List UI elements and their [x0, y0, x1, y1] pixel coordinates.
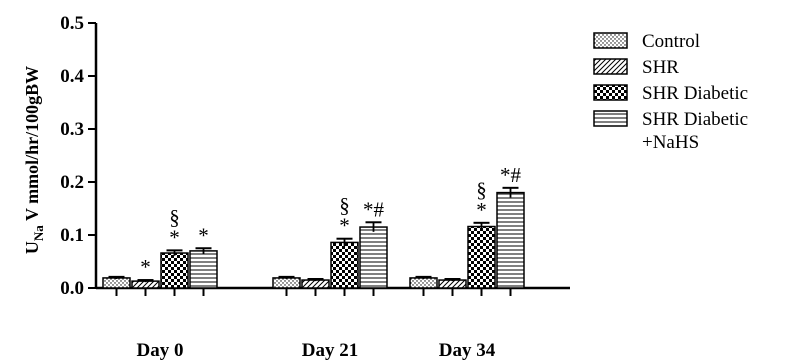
significance-marker: *# [363, 197, 385, 221]
ylabel-sub: Na [31, 225, 46, 241]
x-category-label: Day 21 [302, 340, 358, 361]
y-tick-label: 0.4 [60, 66, 84, 87]
legend-label: Control [642, 31, 700, 52]
ylabel-main: U [22, 241, 42, 254]
legend-label: SHR Diabetic [642, 83, 748, 104]
significance-marker: § [339, 194, 350, 218]
bar [330, 241, 359, 289]
x-category-label: Day 34 [439, 340, 496, 361]
significance-marker: * [339, 214, 350, 238]
significance-marker: * [198, 223, 209, 247]
bar [160, 252, 189, 289]
y-tick-label: 0.5 [60, 13, 84, 34]
svg-text:UNa V mmol/hr/100gBW: UNa V mmol/hr/100gBW [22, 66, 46, 254]
y-tick-label: 0.1 [60, 225, 84, 246]
bars: **§* *§ *# *§*# [102, 163, 525, 289]
y-tick-label: 0.3 [60, 119, 84, 140]
legend-label: SHR Diabetic [642, 109, 748, 130]
significance-marker: § [169, 205, 180, 229]
bar [272, 277, 301, 289]
legend-swatch [593, 58, 628, 75]
significance-marker: * [169, 225, 180, 249]
bar [496, 191, 525, 289]
bar [301, 279, 330, 289]
significance-marker: * [476, 198, 487, 222]
bar [467, 225, 496, 289]
legend-swatch [593, 84, 628, 101]
y-tick-label: 0.2 [60, 172, 84, 193]
legend-label: SHR [642, 57, 679, 78]
significance-marker: *# [500, 163, 522, 187]
bar [102, 277, 131, 289]
bar [359, 226, 388, 289]
ylabel-rest: V mmol/hr/100gBW [22, 66, 42, 225]
legend-swatch [593, 32, 628, 49]
bar [438, 279, 467, 289]
group-labels: Day 0 Day 21 Day 34 [137, 340, 496, 361]
y-axis-label: UNa V mmol/hr/100gBW [22, 66, 46, 254]
significance-marker: * [140, 255, 151, 279]
legend-swatch [593, 110, 628, 127]
bar [189, 250, 218, 289]
legend-label: +NaHS [642, 132, 699, 153]
y-tick-label: 0.0 [60, 278, 84, 299]
x-category-label: Day 0 [137, 340, 184, 361]
significance-marker: § [476, 178, 487, 202]
bar [409, 277, 438, 289]
